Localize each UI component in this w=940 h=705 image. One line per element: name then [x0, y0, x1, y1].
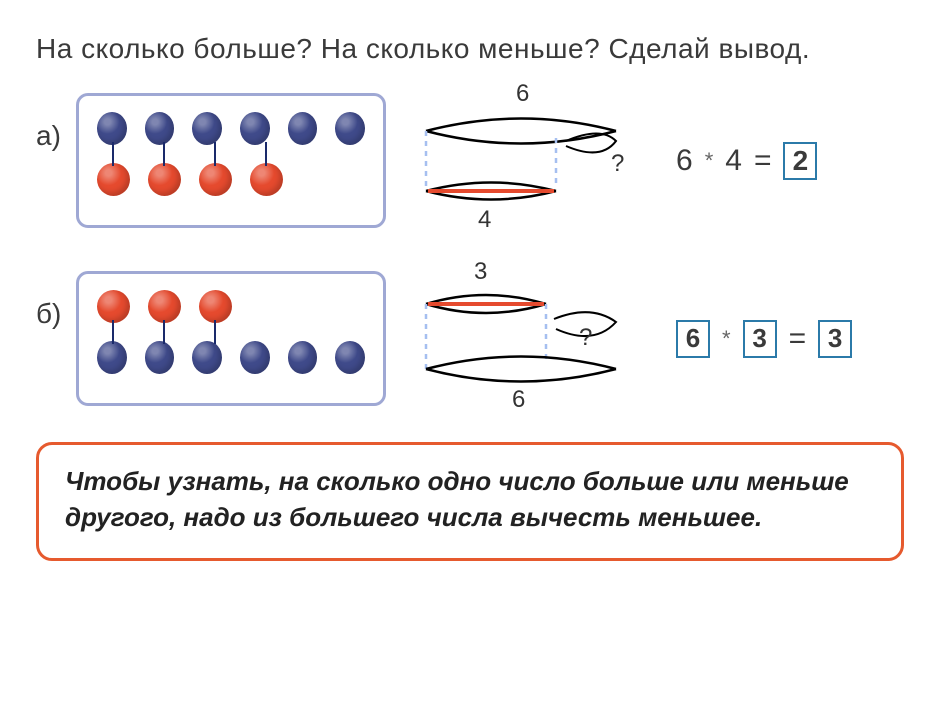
- red-bead: [148, 290, 181, 323]
- red-bead: [199, 163, 232, 196]
- red-bead: [250, 163, 283, 196]
- bead-box: [76, 271, 386, 406]
- red-bead: [97, 290, 130, 323]
- eq-equals: =: [754, 144, 772, 178]
- blue-bead: [192, 112, 222, 145]
- equation: 6 * 3 = 3: [676, 320, 852, 358]
- diagram-top-value: 6: [516, 80, 529, 108]
- blue-bead: [335, 112, 365, 145]
- bead-top-row: [97, 290, 365, 323]
- eq-operand-b: 4: [725, 144, 742, 178]
- blue-bead: [145, 112, 175, 145]
- bracket-diagram: 6 ? 4: [416, 86, 646, 236]
- bead-box: [76, 93, 386, 228]
- red-bead: [97, 163, 130, 196]
- blue-bead: [97, 341, 127, 374]
- task-row: а) 6 ? 4 6 * 4 = 2: [36, 86, 904, 236]
- blue-bead: [240, 341, 270, 374]
- equation: 6 * 4 = 2: [676, 142, 817, 180]
- red-bead: [199, 290, 232, 323]
- eq-operator: *: [705, 148, 714, 174]
- blue-bead: [97, 112, 127, 145]
- blue-bead: [145, 341, 175, 374]
- blue-bead: [288, 112, 318, 145]
- eq-operand-b-box[interactable]: 3: [743, 320, 777, 358]
- rule-box: Чтобы узнать, на сколько одно число боль…: [36, 442, 904, 561]
- bracket-diagram: 3 ? 6: [416, 264, 646, 414]
- eq-operand-a-box[interactable]: 6: [676, 320, 710, 358]
- blue-bead: [335, 341, 365, 374]
- eq-operator: *: [722, 326, 731, 352]
- prompt-text: На сколько больше? На сколько меньше? Сд…: [36, 30, 904, 68]
- blue-bead: [192, 341, 222, 374]
- eq-equals: =: [789, 322, 807, 356]
- diagram-question-mark: ?: [611, 150, 624, 178]
- task-row: б) 3 ? 6 6 * 3 = 3: [36, 264, 904, 414]
- diagram-bottom-value: 6: [512, 386, 525, 414]
- bead-bottom-row: [97, 163, 365, 196]
- eq-operand-a: 6: [676, 144, 693, 178]
- diagram-bottom-value: 4: [478, 206, 491, 234]
- red-bead: [148, 163, 181, 196]
- diagram-top-value: 3: [474, 258, 487, 286]
- task-label: б): [36, 264, 76, 330]
- task-label: а): [36, 86, 76, 152]
- blue-bead: [288, 341, 318, 374]
- bead-top-row: [97, 112, 365, 145]
- bead-bottom-row: [97, 341, 365, 374]
- blue-bead: [240, 112, 270, 145]
- eq-result-box[interactable]: 3: [818, 320, 852, 358]
- eq-result-box[interactable]: 2: [783, 142, 817, 180]
- diagram-question-mark: ?: [579, 324, 592, 352]
